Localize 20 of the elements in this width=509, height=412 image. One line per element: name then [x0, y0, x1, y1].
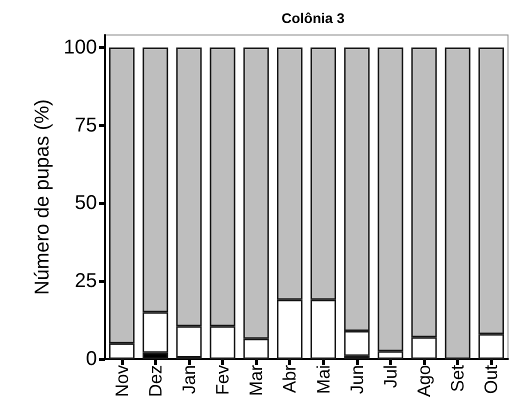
x-tick-label: Out — [481, 365, 502, 394]
bar — [444, 47, 470, 359]
x-tick-label: Abr — [280, 365, 300, 394]
x-tick-label: Jul — [380, 365, 400, 388]
chart-title: Colônia 3 — [281, 10, 345, 26]
x-tick-label: Mai — [313, 365, 334, 394]
x-tick-label: Set — [448, 365, 468, 392]
x-tick-label: Mar — [246, 364, 266, 396]
x-tick-label: Dez — [145, 365, 166, 398]
y-tick-label: 0 — [86, 348, 97, 370]
x-tick-label: Fev — [212, 365, 233, 396]
x-tick-label: Jan — [178, 365, 199, 394]
y-tick-label: 75 — [74, 114, 97, 136]
y-tick-label: 25 — [74, 270, 97, 292]
y-tick-label: 100 — [64, 36, 97, 58]
x-tick-label: Jun — [346, 365, 367, 394]
y-tick-label: 50 — [74, 192, 97, 214]
y-axis-title: Número de pupas (%) — [32, 99, 54, 295]
x-tick-label: Nov — [112, 365, 132, 398]
x-tick-label: Ago — [414, 365, 434, 398]
